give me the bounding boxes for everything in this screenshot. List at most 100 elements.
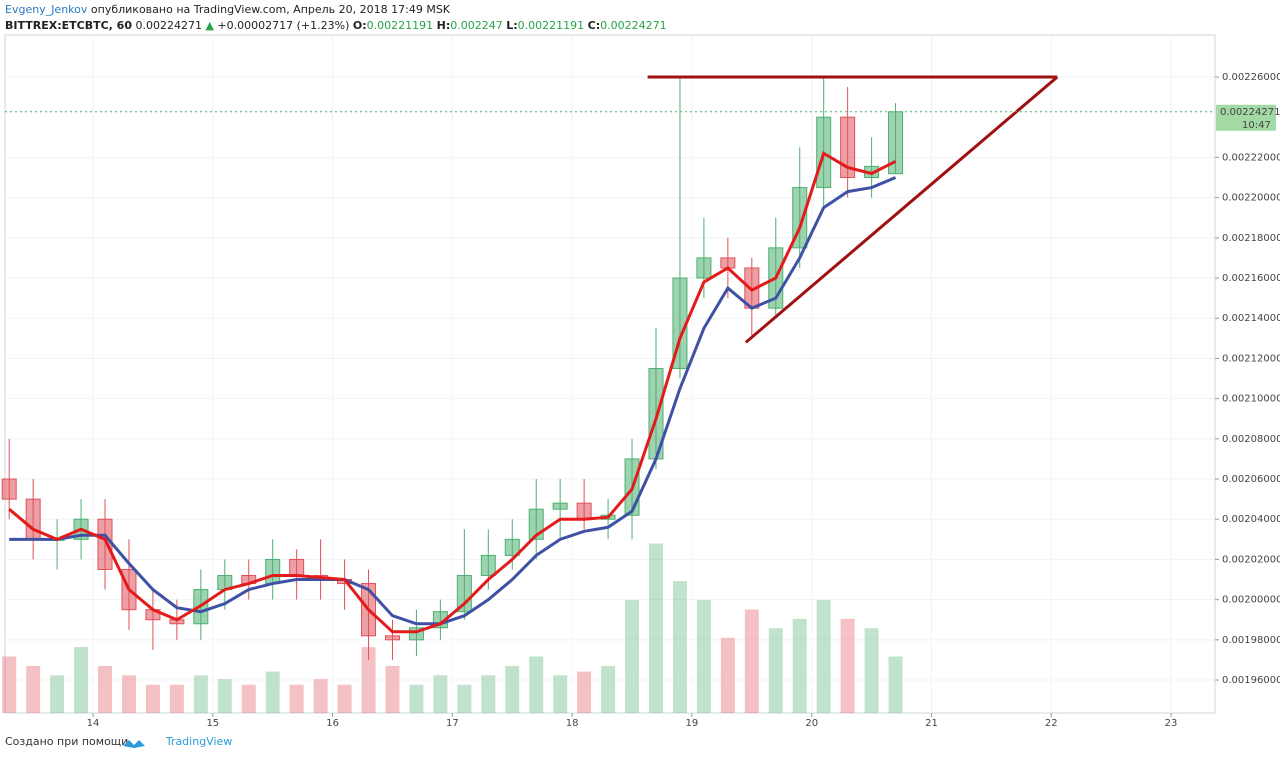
price-tag-label: 0.00224271 — [1220, 107, 1280, 118]
volume-bar — [409, 684, 424, 713]
y-tick-label: 0.00206000 — [1222, 474, 1280, 485]
y-tick-label: 0.00214000 — [1222, 313, 1280, 324]
y-tick-label: 0.00198000 — [1222, 635, 1280, 646]
plot-frame — [4, 34, 1216, 714]
volume-bar — [289, 684, 304, 713]
volume-bar — [648, 543, 663, 713]
volume-bar — [313, 679, 328, 713]
moving-average — [8, 151, 897, 634]
volume-bar — [601, 665, 616, 713]
candle-body — [552, 502, 568, 510]
volume-bar — [337, 684, 352, 713]
candle-body — [576, 502, 592, 520]
volume-bar — [433, 675, 448, 713]
x-tick-label: 16 — [326, 718, 339, 729]
x-tick-label: 21 — [925, 718, 938, 729]
c-label: C: — [587, 19, 601, 32]
y-tick-label: 0.00202000 — [1222, 554, 1280, 565]
h-value: 0.002247 — [450, 19, 503, 32]
volume-bar — [792, 618, 807, 713]
y-tick-label: 0.00226000 — [1222, 72, 1280, 83]
x-tick-label: 23 — [1165, 718, 1178, 729]
volume-bar — [768, 628, 783, 713]
brand-logo — [123, 740, 145, 748]
volume-bar — [672, 581, 687, 713]
y-tick-label: 0.00218000 — [1222, 233, 1280, 244]
volume-bar — [145, 684, 160, 713]
volume-bar — [74, 647, 89, 713]
volume-bar — [696, 600, 711, 713]
volume-bar — [481, 675, 496, 713]
volume-bar — [361, 647, 376, 713]
candle-body — [265, 558, 281, 585]
volume-bar — [505, 665, 520, 713]
volume-bar — [457, 684, 472, 713]
y-tick-label: 0.00220000 — [1222, 193, 1280, 204]
h-label: H: — [436, 19, 451, 32]
volume-bar — [2, 656, 17, 713]
change: +0.00002717 (+1.23%) — [217, 19, 350, 32]
brand[interactable]: TradingView — [165, 735, 233, 748]
made-with: Создано при помощи — [5, 735, 129, 748]
candle-body — [504, 538, 520, 556]
y-tick-label: 0.00210000 — [1222, 394, 1280, 405]
volume-bar — [193, 675, 208, 713]
volume-bar — [121, 675, 136, 713]
l-value: 0.00221191 — [517, 19, 585, 32]
volume-bar — [888, 656, 903, 713]
x-tick-label: 18 — [566, 718, 579, 729]
candle-body — [384, 635, 400, 641]
x-tick-label: 17 — [446, 718, 459, 729]
x-tick-label: 20 — [805, 718, 818, 729]
volume-bar — [625, 600, 640, 713]
up-arrow: ▲ — [205, 19, 214, 32]
trendline — [744, 75, 1059, 344]
candle-body — [1, 478, 17, 500]
volume-bar — [840, 618, 855, 713]
o-label: O: — [352, 19, 367, 32]
y-tick-label: 0.00200000 — [1222, 595, 1280, 606]
author[interactable]: Evgeny_Jenkov — [5, 3, 88, 16]
countdown: 10:47 — [1242, 120, 1271, 131]
candle-body — [840, 116, 856, 179]
volume-bar — [26, 665, 41, 713]
volume-bar — [98, 665, 113, 713]
y-tick-label: 0.00204000 — [1222, 514, 1280, 525]
y-tick-label: 0.00208000 — [1222, 434, 1280, 445]
candle-body — [480, 554, 496, 577]
candle-body — [456, 575, 472, 613]
volume-bar — [744, 609, 759, 713]
volume-bar — [577, 671, 592, 713]
last-price: 0.00224271 — [135, 19, 202, 32]
y-tick-label: 0.00196000 — [1222, 675, 1280, 686]
volume-bar — [385, 665, 400, 713]
c-value: 0.00224271 — [600, 19, 667, 32]
y-tick-label: 0.00216000 — [1222, 273, 1280, 284]
volume-bar — [50, 675, 65, 713]
volume-bar — [553, 675, 568, 713]
y-tick-label: 0.00222000 — [1222, 152, 1280, 163]
candle-body — [289, 558, 305, 577]
candle-body — [97, 518, 113, 570]
x-tick-label: 15 — [206, 718, 219, 729]
y-tick-label: 0.00212000 — [1222, 353, 1280, 364]
volume-bar — [265, 671, 280, 713]
symbol: BITTREX:ETCBTC, 60 — [5, 19, 132, 32]
chart: 0.00196000 0.00198000 0.00200000 0.00202000… — [1, 34, 1280, 729]
volume-bar — [529, 656, 544, 713]
volume-bar — [816, 600, 831, 713]
l-label: L: — [506, 19, 518, 32]
x-tick-label: 22 — [1045, 718, 1058, 729]
published: опубликовано на TradingView.com, Апрель … — [90, 3, 451, 16]
moving-average — [9, 176, 897, 626]
header: Evgeny_Jenkov опубликовано на TradingVie… — [5, 2, 667, 34]
volume-bar — [864, 628, 879, 713]
price-tag — [1216, 104, 1276, 131]
x-tick-label: 19 — [686, 718, 699, 729]
o-value: 0.00221191 — [366, 19, 434, 32]
volume-bar — [720, 637, 735, 713]
candle-body — [25, 498, 41, 540]
volume-bar — [217, 679, 232, 713]
x-tick-label: 14 — [87, 718, 100, 729]
